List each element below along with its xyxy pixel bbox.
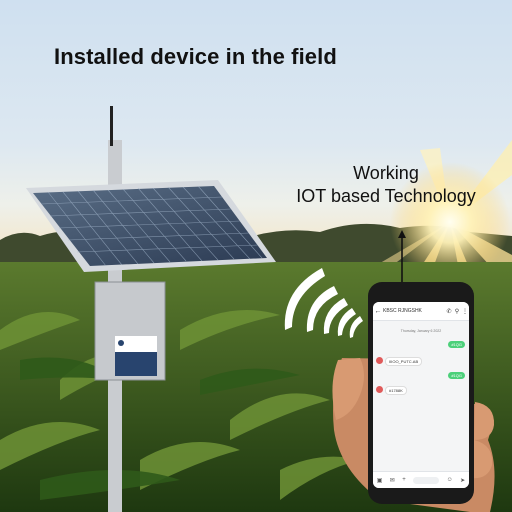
add-icon[interactable]: + bbox=[402, 477, 406, 483]
date-divider: Thursday, January 6 2022 bbox=[400, 329, 442, 333]
message-bubble-incoming: #1788K bbox=[385, 386, 407, 395]
antenna bbox=[110, 106, 113, 146]
search-icon[interactable]: ⚲ bbox=[454, 308, 460, 315]
controller-box bbox=[94, 281, 166, 381]
smartphone: ← KBSC RJNGSHK ✆ ⚲ ⋮ Thursday, January 6… bbox=[368, 282, 474, 504]
avatar bbox=[376, 386, 383, 393]
technology-caption: Working IOT based Technology bbox=[262, 162, 510, 208]
contact-name: KBSC RJNGSHK bbox=[383, 308, 422, 314]
emoji-icon[interactable]: ☺ bbox=[446, 477, 453, 483]
phone-icon[interactable]: ✆ bbox=[446, 308, 452, 315]
gallery-icon[interactable]: ▣ bbox=[376, 477, 383, 484]
sun bbox=[390, 162, 510, 282]
more-icon[interactable]: ⋮ bbox=[462, 308, 468, 315]
message-composer: ▣ ✉ + ☺ ➤ bbox=[373, 471, 469, 488]
phone-screen: ← KBSC RJNGSHK ✆ ⚲ ⋮ Thursday, January 6… bbox=[373, 302, 469, 488]
avatar bbox=[376, 357, 383, 364]
caption-line-2: IOT based Technology bbox=[296, 186, 476, 206]
page-title: Installed device in the field bbox=[54, 44, 337, 69]
solar-panel bbox=[26, 180, 276, 272]
wifi-signal-icon bbox=[284, 268, 363, 338]
message-bubble-outgoing: #1QG bbox=[448, 341, 465, 348]
chat-app-bar: ← KBSC RJNGSHK ✆ ⚲ ⋮ bbox=[373, 302, 469, 321]
message-bubble-outgoing: #1QG bbox=[448, 372, 465, 379]
caption-line-1: Working bbox=[353, 163, 419, 183]
send-icon[interactable]: ➤ bbox=[460, 477, 466, 484]
message-input[interactable] bbox=[413, 476, 440, 484]
attach-icon[interactable]: ✉ bbox=[389, 477, 395, 484]
corn-leaves bbox=[0, 310, 360, 500]
back-arrow-icon[interactable]: ← bbox=[374, 307, 382, 315]
message-bubble-incoming: IIIOO_PUTC.AB bbox=[385, 357, 423, 366]
